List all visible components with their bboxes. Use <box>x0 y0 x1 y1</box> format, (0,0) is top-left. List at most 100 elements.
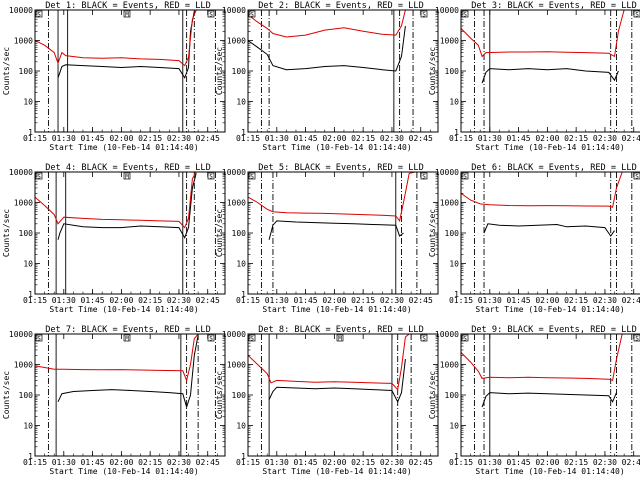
panel-title: Det 2: BLACK = Events, RED = LLD <box>258 1 424 11</box>
annotation-label: S <box>635 336 639 343</box>
x-tick-label: 02:45 <box>622 458 640 467</box>
y-tick-label: 100 <box>232 391 247 400</box>
annotation-label: S <box>463 174 467 181</box>
x-tick-label: 01:30 <box>265 458 289 467</box>
x-tick-label: 01:30 <box>265 134 289 143</box>
y-tick-label: 1 <box>28 452 33 461</box>
annotation-box <box>248 172 256 180</box>
x-tick-label: 02:15 <box>138 134 162 143</box>
y-tick-label: 10000 <box>222 168 246 177</box>
y-axis-label: Counts/sec <box>2 371 11 419</box>
x-tick-label: 02:45 <box>409 458 433 467</box>
x-tick-label: 02:15 <box>564 458 588 467</box>
x-tick-label: 01:15 <box>449 458 473 467</box>
x-tick-label: 02:30 <box>593 458 617 467</box>
series-line-lld <box>35 334 199 383</box>
x-axis-label: Start Time (10-Feb-14 01:14:40) <box>49 467 198 476</box>
x-tick-label: 01:15 <box>23 134 47 143</box>
y-tick-label: 1000 <box>440 361 459 370</box>
panel-title: Det 7: BLACK = Events, RED = LLD <box>45 325 211 335</box>
x-tick-label: 01:30 <box>478 134 502 143</box>
x-axis-label: Start Time (10-Feb-14 01:14:40) <box>262 143 411 152</box>
x-tick-label: 02:30 <box>593 134 617 143</box>
y-tick-label: 100 <box>232 229 247 238</box>
series-line-lld <box>35 172 197 229</box>
y-axis-label: Counts/sec <box>428 47 437 95</box>
x-tick-label: 02:15 <box>138 296 162 305</box>
y-tick-label: 10 <box>23 98 33 107</box>
series-line-events <box>57 11 195 79</box>
y-tick-label: 1 <box>241 452 246 461</box>
y-tick-label: 1000 <box>14 361 33 370</box>
annotation-label: S <box>250 174 254 181</box>
y-tick-label: 100 <box>445 229 460 238</box>
x-tick-label: 02:00 <box>322 458 346 467</box>
annotation-label: S <box>209 174 213 181</box>
x-tick-label: 02:00 <box>535 458 559 467</box>
panel-title: Det 6: BLACK = Events, RED = LLD <box>471 163 637 173</box>
annotation-box <box>248 334 256 342</box>
y-axis-label: Counts/sec <box>215 47 224 95</box>
x-axis-label: Start Time (10-Feb-14 01:14:40) <box>475 467 624 476</box>
y-tick-label: 10 <box>449 98 459 107</box>
x-tick-label: 01:45 <box>81 458 105 467</box>
x-tick-label: 01:15 <box>449 134 473 143</box>
panel-title: Det 8: BLACK = Events, RED = LLD <box>258 325 424 335</box>
x-axis-label: Start Time (10-Feb-14 01:14:40) <box>475 305 624 314</box>
x-tick-label: 02:15 <box>351 458 375 467</box>
annotation-label: S <box>37 174 41 181</box>
x-tick-label: 02:45 <box>409 134 433 143</box>
x-tick-label: 02:15 <box>564 134 588 143</box>
x-tick-label: 01:45 <box>294 296 318 305</box>
annotation-label: S <box>463 336 467 343</box>
y-tick-label: 10000 <box>435 330 459 339</box>
annotation-label: S <box>422 336 426 343</box>
y-tick-label: 100 <box>19 67 34 76</box>
x-tick-label: 01:45 <box>294 134 318 143</box>
y-tick-label: 10 <box>23 260 33 269</box>
y-tick-label: 1000 <box>440 199 459 208</box>
y-tick-label: 1000 <box>14 199 33 208</box>
y-axis-label: Counts/sec <box>215 209 224 257</box>
y-tick-label: 100 <box>445 391 460 400</box>
x-tick-label: 02:15 <box>138 458 162 467</box>
x-tick-label: 02:30 <box>380 134 404 143</box>
panel-title: Det 9: BLACK = Events, RED = LLD <box>471 325 637 335</box>
annotation-label: S <box>37 12 41 19</box>
series-line-events <box>57 335 199 409</box>
annotation-box <box>461 10 469 18</box>
annotation-label: M <box>338 336 342 343</box>
x-tick-label: 02:30 <box>167 458 191 467</box>
x-tick-label: 02:15 <box>564 296 588 305</box>
y-tick-label: 10 <box>236 98 246 107</box>
x-tick-label: 01:30 <box>478 458 502 467</box>
y-tick-label: 1 <box>454 290 459 299</box>
x-tick-label: 01:45 <box>507 296 531 305</box>
annotation-label: M <box>125 174 129 181</box>
y-tick-label: 10000 <box>9 6 33 15</box>
x-tick-label: 01:45 <box>81 134 105 143</box>
x-axis-label: Start Time (10-Feb-14 01:14:40) <box>49 143 198 152</box>
annotation-label: S <box>250 12 254 19</box>
x-tick-label: 02:45 <box>622 134 640 143</box>
annotation-box <box>461 334 469 342</box>
x-tick-label: 02:00 <box>535 134 559 143</box>
x-tick-label: 01:45 <box>81 296 105 305</box>
y-axis-label: Counts/sec <box>2 47 11 95</box>
annotation-box <box>35 334 43 342</box>
series-line-lld <box>35 10 197 67</box>
x-tick-label: 02:00 <box>109 458 133 467</box>
y-tick-label: 10000 <box>222 330 246 339</box>
x-tick-label: 02:30 <box>380 458 404 467</box>
y-axis-label: Counts/sec <box>428 209 437 257</box>
y-tick-label: 10 <box>449 422 459 431</box>
y-tick-label: 10000 <box>9 330 33 339</box>
annotation-box <box>123 334 131 342</box>
y-tick-label: 10000 <box>9 168 33 177</box>
series-line-events <box>268 220 404 240</box>
y-axis-label: Counts/sec <box>2 209 11 257</box>
